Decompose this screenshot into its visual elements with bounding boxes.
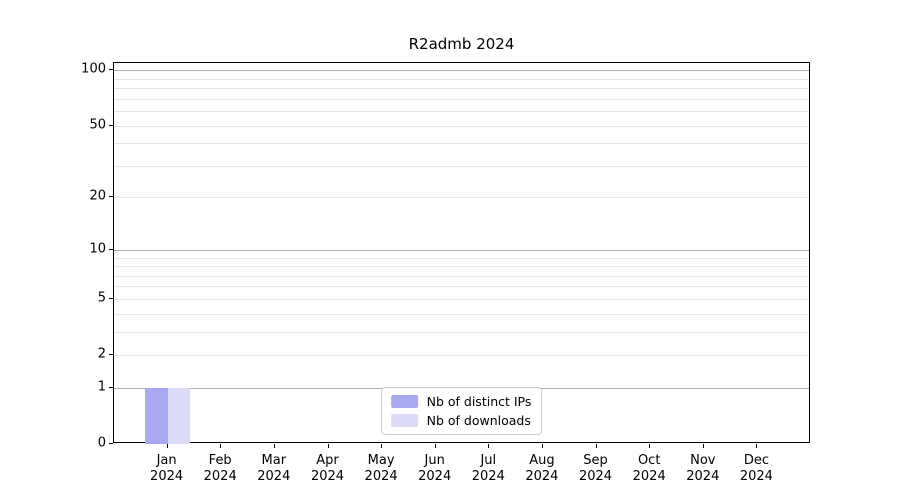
legend-swatch-downloads — [390, 414, 418, 427]
bars-layer — [114, 63, 809, 444]
gridline-y-6 — [114, 286, 809, 288]
y-tick-label-100: 100 — [81, 61, 106, 77]
gridline-y-20 — [114, 197, 809, 199]
month-year: 2024 — [418, 469, 452, 484]
month-year: 2024 — [203, 469, 237, 484]
month-name: Apr — [316, 453, 339, 468]
month-year: 2024 — [257, 469, 291, 484]
x-tick-mark-dec — [756, 444, 758, 448]
y-tick-label-0: 0 — [97, 435, 106, 451]
month-name: Mar — [261, 453, 287, 468]
month-name: Dec — [743, 453, 769, 468]
x-tick-label-apr: Apr 2024 — [296, 453, 360, 485]
gridline-y-7 — [114, 275, 809, 277]
month-year: 2024 — [525, 469, 559, 484]
x-tick-label-oct: Oct 2024 — [617, 453, 681, 485]
x-tick-mark-jun — [434, 444, 436, 448]
x-tick-mark-jul — [488, 444, 490, 448]
month-year: 2024 — [686, 469, 720, 484]
chart-title: R2admb 2024 — [408, 35, 515, 53]
legend-item-downloads: Nb of downloads — [390, 412, 532, 429]
x-tick-label-aug: Aug 2024 — [510, 453, 574, 485]
gridline-y-3 — [114, 331, 809, 333]
gridline-y-60 — [114, 111, 809, 112]
bar-jan-distinct-ips — [145, 387, 168, 444]
y-tick-mark-2 — [109, 354, 113, 355]
month-name: Aug — [529, 453, 555, 468]
x-tick-label-jul: Jul 2024 — [456, 453, 520, 485]
legend-swatch-distinct-ips — [390, 395, 418, 408]
month-year: 2024 — [364, 469, 398, 484]
x-tick-mark-sep — [595, 444, 597, 448]
gridline-y-30 — [114, 165, 809, 167]
y-tick-label-2: 2 — [97, 346, 106, 362]
x-tick-mark-nov — [702, 444, 704, 448]
gridline-y-2 — [114, 355, 809, 356]
x-tick-mark-may — [381, 444, 383, 448]
month-year: 2024 — [310, 469, 345, 484]
y-tick-mark-20 — [109, 196, 113, 198]
y-tick-label-1: 1 — [97, 379, 106, 395]
month-name: Jun — [424, 453, 445, 468]
y-tick-mark-50 — [109, 124, 113, 126]
y-tick-mark-0 — [109, 443, 113, 444]
plot-area: Nb of distinct IPs Nb of downloads — [113, 62, 810, 444]
y-tick-label-5: 5 — [97, 290, 106, 306]
gridline-y-70 — [114, 98, 809, 100]
gridline-y-80 — [114, 88, 809, 89]
legend-item-distinct-ips: Nb of distinct IPs — [390, 393, 532, 410]
y-tick-mark-1 — [109, 386, 113, 388]
y-tick-mark-5 — [109, 297, 113, 299]
x-tick-label-nov: Nov 2024 — [671, 453, 735, 485]
month-year: 2024 — [471, 469, 505, 484]
x-tick-mark-jan — [166, 444, 168, 448]
x-tick-label-sep: Sep 2024 — [564, 453, 628, 485]
x-tick-mark-apr — [327, 444, 329, 448]
month-name: Jul — [480, 453, 497, 468]
x-tick-mark-oct — [649, 444, 651, 448]
x-tick-label-mar: Mar 2024 — [242, 453, 306, 485]
month-year: 2024 — [739, 469, 773, 484]
x-tick-mark-aug — [541, 444, 543, 448]
month-year: 2024 — [150, 469, 184, 484]
month-name: May — [367, 453, 395, 468]
y-tick-label-50: 50 — [89, 117, 106, 132]
gridline-y-4 — [114, 313, 809, 315]
x-tick-label-may: May 2024 — [349, 453, 413, 485]
month-year: 2024 — [632, 469, 666, 484]
y-tick-mark-100 — [109, 69, 113, 71]
month-name: Sep — [583, 453, 608, 468]
legend-label-downloads: Nb of downloads — [426, 413, 531, 428]
gridline-y-100 — [114, 70, 809, 72]
x-tick-mark-mar — [273, 444, 275, 448]
legend: Nb of distinct IPs Nb of downloads — [380, 387, 543, 435]
month-name: Jan — [156, 453, 177, 468]
gridline-y-8 — [114, 266, 809, 267]
y-tick-label-20: 20 — [89, 188, 106, 204]
x-tick-label-dec: Dec 2024 — [724, 453, 788, 485]
month-year: 2024 — [578, 469, 613, 484]
legend-label-distinct-ips: Nb of distinct IPs — [426, 394, 532, 409]
gridline-y-10 — [114, 249, 809, 251]
month-name: Feb — [208, 453, 232, 468]
gridline-y-50 — [114, 125, 809, 127]
gridline-y-5 — [114, 298, 809, 300]
month-name: Nov — [690, 453, 716, 468]
gridline-y-9 — [114, 257, 809, 259]
y-tick-label-10: 10 — [89, 241, 106, 257]
bar-jan-downloads — [167, 387, 191, 444]
x-tick-label-feb: Feb 2024 — [188, 453, 252, 485]
y-tick-mark-10 — [109, 248, 113, 250]
gridline-y-90 — [114, 78, 809, 80]
x-tick-label-jan: Jan 2024 — [135, 453, 199, 485]
x-tick-mark-feb — [220, 444, 222, 448]
gridline-y-40 — [114, 143, 809, 145]
x-tick-label-jun: Jun 2024 — [403, 453, 467, 485]
month-name: Oct — [637, 453, 661, 468]
